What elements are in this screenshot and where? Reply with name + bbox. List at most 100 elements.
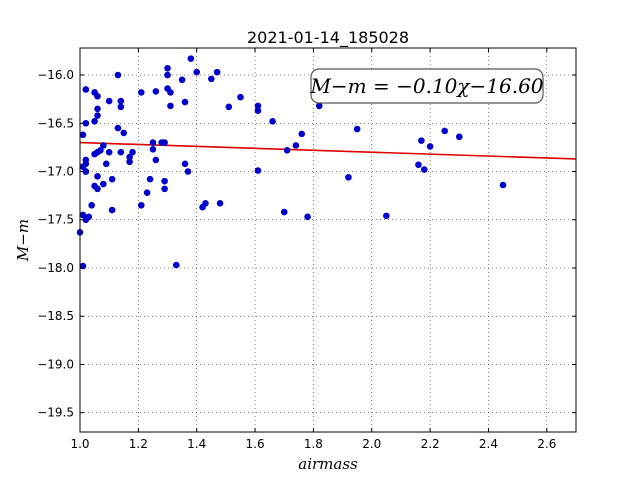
data-point — [283, 146, 291, 154]
x-tick-label: 1.0 — [70, 437, 89, 451]
data-point — [120, 129, 128, 137]
data-point — [213, 68, 221, 76]
data-point — [353, 125, 361, 133]
data-point — [100, 180, 107, 188]
data-point — [426, 143, 434, 150]
y-tick-label: −19.5 — [37, 406, 74, 420]
data-point — [292, 142, 300, 149]
x-tick-label: 2.6 — [537, 437, 556, 451]
data-point — [164, 71, 171, 79]
data-point — [114, 71, 122, 79]
x-tick-label: 1.8 — [304, 437, 323, 451]
x-tick-label: 2.0 — [362, 437, 381, 451]
data-point — [269, 118, 276, 125]
data-point — [102, 160, 110, 168]
data-point — [225, 103, 233, 111]
data-point — [499, 181, 507, 189]
data-point — [126, 153, 133, 161]
data-point — [254, 107, 262, 115]
data-point — [108, 175, 116, 183]
data-point — [216, 200, 224, 207]
data-point — [202, 200, 209, 207]
data-point — [94, 92, 101, 100]
data-point — [152, 156, 160, 164]
data-point — [94, 105, 101, 113]
data-point — [88, 201, 95, 209]
data-point — [137, 89, 145, 96]
annotation-frame — [310, 68, 544, 104]
data-point — [108, 206, 116, 214]
data-point — [82, 160, 90, 168]
data-point — [420, 166, 428, 173]
data-point — [441, 127, 449, 135]
data-point — [415, 161, 422, 169]
data-point — [146, 175, 154, 183]
data-point — [280, 208, 288, 216]
grid — [79, 48, 576, 432]
y-tick-label: −16.5 — [37, 116, 74, 130]
data-point — [178, 76, 186, 84]
data-point — [164, 64, 171, 72]
data-point — [315, 102, 323, 110]
data-point — [207, 75, 215, 83]
data-point — [82, 168, 90, 175]
data-point — [254, 167, 262, 174]
x-tick-label: 2.4 — [479, 437, 498, 451]
data-point — [94, 173, 101, 180]
data-point — [79, 131, 87, 139]
y-tick-label: −17.0 — [37, 164, 74, 178]
data-point — [94, 185, 101, 193]
x-tick-label: 2.2 — [421, 437, 440, 451]
data-point — [105, 97, 113, 105]
data-point — [167, 89, 174, 96]
fit-equation-text: M−m = −0.10χ−16.60 — [309, 74, 543, 98]
data-point — [187, 55, 195, 62]
data-point — [100, 142, 107, 149]
data-point — [79, 211, 87, 219]
data-point — [129, 148, 136, 156]
data-point — [161, 185, 168, 193]
y-axis-label: M−m — [14, 219, 32, 262]
data-point — [172, 261, 180, 269]
data-point — [184, 168, 192, 175]
data-point — [117, 97, 125, 105]
data-point — [149, 146, 157, 153]
data-point — [181, 160, 189, 168]
data-point — [383, 212, 390, 220]
data-point — [91, 118, 98, 125]
data-point — [304, 213, 311, 221]
x-tick-label: 1.6 — [246, 437, 265, 451]
data-point — [167, 102, 174, 110]
y-tick-label: −18.0 — [37, 261, 74, 275]
data-point — [126, 158, 133, 166]
data-point — [117, 148, 125, 156]
data-point — [193, 68, 201, 76]
data-point — [161, 177, 168, 185]
data-point — [418, 137, 425, 144]
data-point — [94, 112, 101, 119]
data-point — [298, 130, 306, 138]
data-point — [345, 173, 352, 181]
data-point — [237, 93, 244, 101]
data-point — [114, 124, 122, 132]
data-point — [97, 146, 104, 154]
data-point — [181, 98, 189, 106]
data-point — [149, 139, 157, 146]
y-tick-label: −16.0 — [37, 68, 74, 82]
data-point — [152, 88, 160, 95]
y-tick-label: −19.0 — [37, 357, 74, 371]
data-point — [143, 189, 151, 197]
data-point — [105, 148, 113, 156]
data-point — [82, 119, 90, 127]
y-tick-label: −18.5 — [37, 309, 74, 323]
data-point — [137, 201, 145, 209]
y-tick-label: −17.5 — [37, 213, 74, 227]
fit-equation-annotation: M−m = −0.10χ−16.60 — [309, 68, 544, 104]
data-point — [117, 103, 125, 111]
data-point — [161, 139, 168, 146]
x-tick-label: 1.4 — [187, 437, 206, 451]
data-point — [82, 86, 90, 93]
data-point — [455, 133, 463, 141]
x-axis-label: airmass — [298, 455, 358, 473]
